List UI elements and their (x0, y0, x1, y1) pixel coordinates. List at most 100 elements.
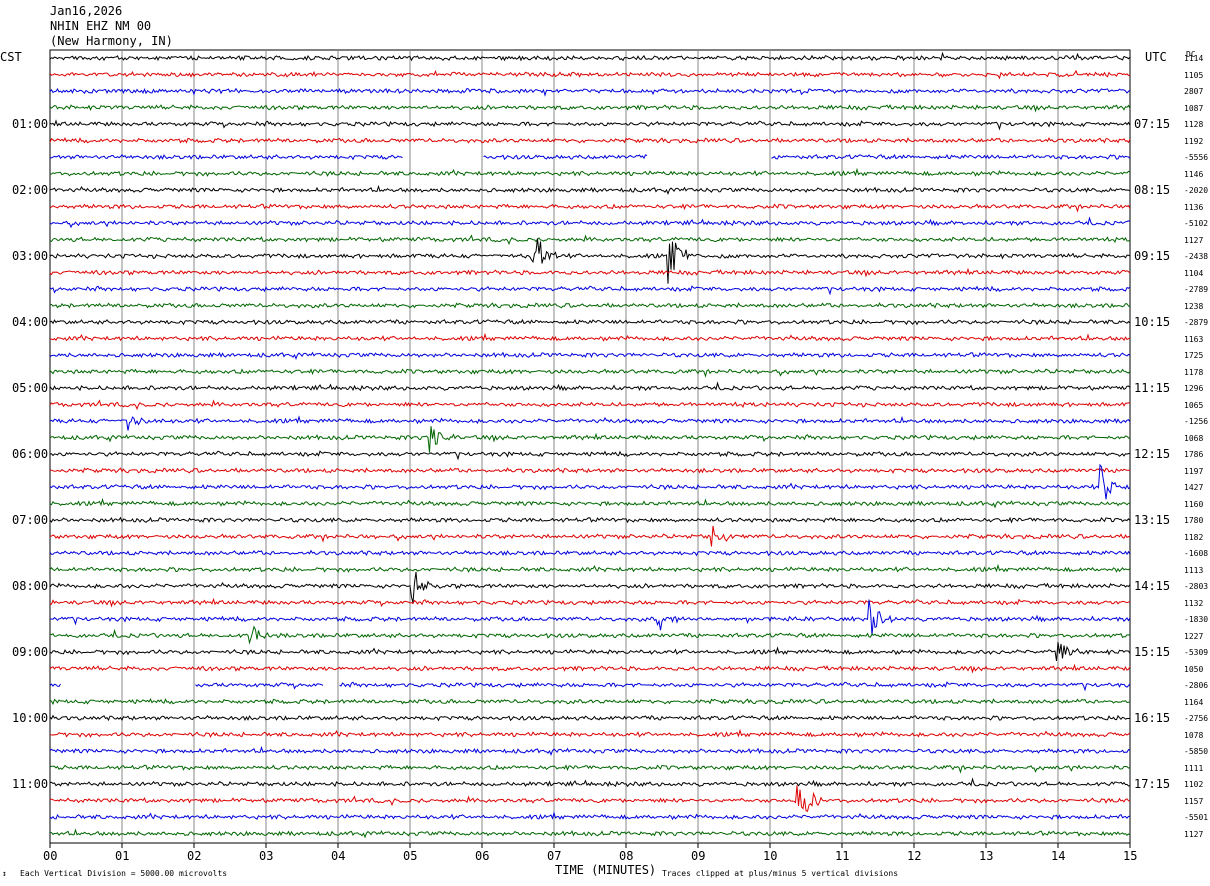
dc-value: 1087 (1184, 103, 1204, 113)
x-tick-label: 10 (763, 849, 778, 863)
trace-line-31 (49, 563, 1131, 573)
trace-line-4 (49, 119, 1131, 131)
dc-value: -5556 (1184, 153, 1209, 162)
x-tick-label: 15 (1123, 849, 1138, 863)
trace-line-37 (49, 663, 1131, 674)
dc-value: 2807 (1184, 87, 1204, 96)
dc-value: 1164 (1184, 697, 1204, 707)
trace-line-39 (49, 698, 1131, 706)
trace-line-7 (49, 167, 1131, 177)
station-location: (New Harmony, IN) (50, 34, 173, 48)
dc-value: -5309 (1184, 648, 1209, 657)
right-hour-label: 17:15 (1134, 777, 1171, 791)
trace-line-26 (49, 463, 1131, 500)
trace-line-46 (49, 811, 1130, 821)
dc-value: 1105 (1184, 70, 1204, 80)
trace-line-29 (50, 525, 1131, 547)
x-tick-label: 13 (979, 849, 994, 863)
trace-line-14 (49, 285, 1131, 296)
trace-line-21 (49, 399, 1131, 411)
dc-value: 1104 (1184, 268, 1204, 278)
trace-line-23 (49, 426, 1131, 453)
dc-value: -2789 (1184, 285, 1209, 294)
dc-value: -2879 (1184, 318, 1209, 327)
dc-value: 1197 (1184, 466, 1204, 476)
dc-value: 1780 (1184, 516, 1204, 525)
dc-value: -1830 (1184, 615, 1209, 624)
dc-value: 1132 (1184, 598, 1204, 608)
right-hour-label: 11:15 (1134, 381, 1171, 395)
trace-line-20 (49, 381, 1131, 392)
dc-value: 1136 (1184, 202, 1204, 212)
x-tick-label: 00 (43, 849, 58, 863)
trace-line-40 (49, 714, 1130, 722)
trace-line-2 (49, 87, 1131, 97)
dc-value: -2438 (1184, 252, 1209, 261)
right-timezone-label: UTC (1145, 50, 1167, 64)
trace-line-32 (49, 571, 1131, 603)
trace-line-43 (49, 764, 1131, 774)
clip-note: Traces clipped at plus/minus 5 vertical … (662, 869, 899, 878)
trace-line-18 (49, 351, 1131, 360)
dc-value: 1163 (1184, 334, 1204, 344)
x-axis-title: TIME (MINUTES) (555, 863, 657, 877)
dc-value: -1608 (1184, 549, 1209, 558)
trace-line-10 (49, 216, 1131, 229)
dc-value: 1050 (1184, 664, 1204, 674)
dc-header-label: DC (1186, 50, 1196, 59)
dc-value: 1102 (1184, 780, 1204, 789)
dc-value: 1427 (1184, 483, 1204, 492)
trace-line-33 (49, 597, 1131, 608)
x-tick-label: 08 (619, 849, 634, 863)
trace-line-13 (49, 267, 1131, 278)
left-hour-label: 01:00 (12, 117, 49, 131)
left-hour-label: 08:00 (12, 579, 49, 593)
trace-line-0 (49, 51, 1131, 62)
dc-value: -2806 (1184, 681, 1209, 690)
dc-value: 1128 (1184, 120, 1204, 129)
left-timezone-label: CST (0, 50, 22, 64)
left-hour-label: 03:00 (12, 249, 49, 263)
trace-line-8 (49, 184, 1131, 195)
left-hour-label: 09:00 (12, 645, 49, 659)
x-tick-label: 14 (1051, 849, 1066, 863)
trace-line-25 (49, 467, 1131, 474)
dc-value: 1078 (1184, 730, 1204, 740)
trace-line-3 (49, 104, 1131, 113)
dc-value: -5850 (1184, 747, 1209, 756)
dc-value: 1146 (1184, 169, 1204, 179)
chart-date: Jan16,2026 (50, 4, 123, 18)
trace-line-15 (49, 302, 1131, 309)
right-hour-label: 15:15 (1134, 645, 1171, 659)
trace-line-11 (49, 234, 1131, 246)
trace-line-9 (49, 203, 1131, 213)
dc-value: 1192 (1184, 136, 1204, 146)
dc-value: 1068 (1184, 433, 1204, 443)
dc-value: 1178 (1184, 367, 1204, 377)
trace-line-44 (49, 777, 1131, 788)
dc-value: -1256 (1184, 417, 1209, 426)
right-hour-label: 09:15 (1134, 249, 1171, 263)
trace-line-28 (49, 516, 1131, 524)
dc-value: 1725 (1184, 351, 1204, 360)
x-tick-label: 11 (835, 849, 850, 863)
scale-mark-icon: ↕ (2, 869, 7, 878)
x-tick-label: 05 (403, 849, 418, 863)
right-hour-label: 13:15 (1134, 513, 1171, 527)
left-hour-label: 10:00 (12, 711, 49, 725)
x-tick-label: 09 (691, 849, 706, 863)
trace-line-35 (49, 625, 1131, 645)
dc-value: 1127 (1184, 829, 1204, 839)
left-hour-label: 11:00 (12, 777, 49, 791)
left-hour-label: 06:00 (12, 447, 49, 461)
x-tick-label: 04 (331, 849, 346, 863)
dc-value: 1157 (1184, 796, 1204, 806)
dc-value: -5102 (1184, 219, 1209, 228)
trace-line-16 (49, 318, 1131, 326)
trace-line-42 (49, 745, 1131, 756)
left-hour-label: 05:00 (12, 381, 49, 395)
right-hour-label: 12:15 (1134, 447, 1171, 461)
dc-value: 1065 (1184, 400, 1204, 410)
plot-frame (49, 49, 1131, 844)
x-tick-label: 01 (115, 849, 130, 863)
